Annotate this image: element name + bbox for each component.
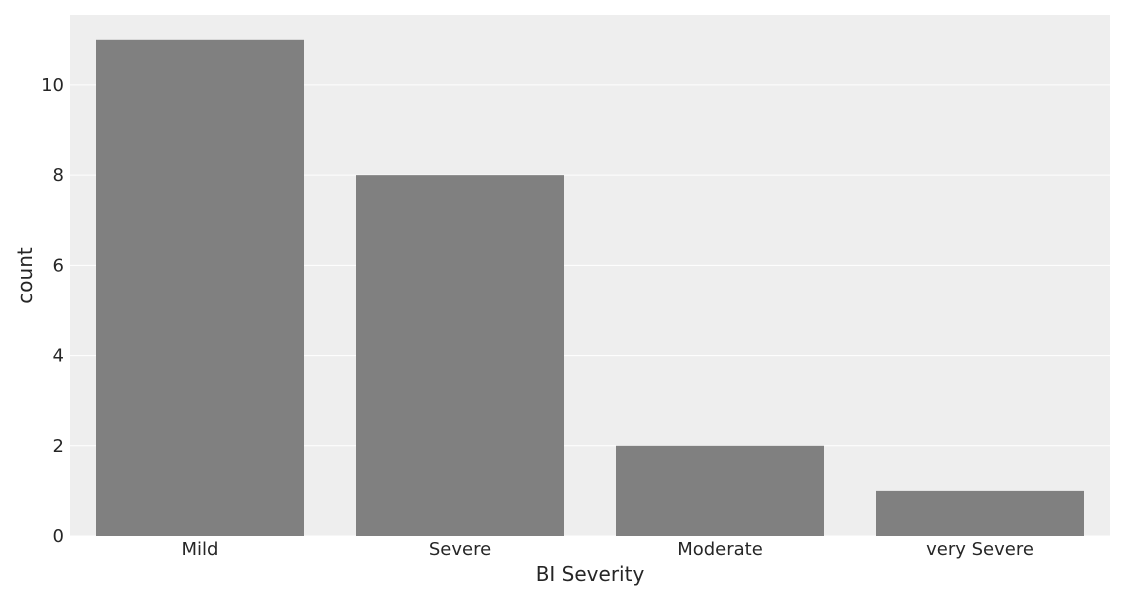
y-tick-label: 0 [53,526,64,547]
y-tick-label: 6 [53,255,64,276]
y-axis-ticks: 0 2 4 6 8 10 [41,75,64,547]
x-axis-title: BI Severity [536,562,645,586]
y-tick-label: 8 [53,165,64,186]
bar-severe [356,175,564,536]
bar-mild [96,39,304,537]
bars [96,39,1084,537]
y-tick-label: 10 [41,75,64,96]
bar-moderate [616,445,824,536]
y-tick-label: 2 [53,436,64,457]
x-tick-label: very Severe [926,539,1034,560]
y-tick-label: 4 [53,346,64,367]
x-tick-label: Moderate [677,539,763,560]
y-axis-title: count [13,247,37,304]
x-axis-ticks: Mild Severe Moderate very Severe [182,539,1034,560]
x-tick-label: Severe [429,539,491,560]
bar-very-severe [876,490,1084,536]
x-tick-label: Mild [182,539,219,560]
